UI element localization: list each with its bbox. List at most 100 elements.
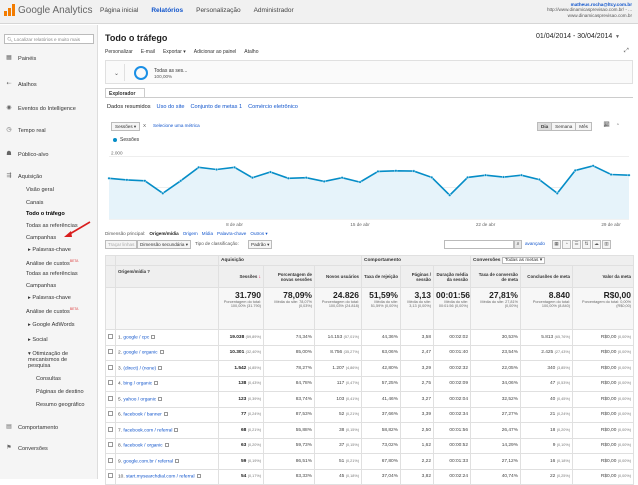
nav-home[interactable]: Página inicial [100, 7, 139, 14]
secondary-dimension-select[interactable]: Dimensão secundária ▾ [137, 240, 192, 249]
external-link-icon[interactable] [158, 365, 163, 370]
dimension-header[interactable]: Origem/mídia ? [115, 265, 219, 288]
performance-icon[interactable]: ☰ [572, 240, 581, 249]
email-button[interactable]: E-mail [140, 49, 155, 55]
sidebar-sub-all-referrals-2[interactable]: Todas as referências [26, 271, 78, 277]
chart-point[interactable] [322, 179, 326, 183]
row-source-cell[interactable]: 1. google / cpc [115, 329, 219, 346]
sidebar-sub-all-referrals[interactable]: Todas as referências [26, 223, 78, 229]
chart-point[interactable] [501, 175, 505, 179]
row-source-cell[interactable]: 10. start.mysearchdial.com / referral [115, 468, 219, 485]
external-link-icon[interactable] [159, 350, 164, 355]
sidebar-sub-campaigns[interactable]: Campanhas [26, 235, 57, 241]
sidebar-sub-adwords[interactable]: ▸ Google AdWords [28, 322, 75, 328]
report-search-input[interactable]: 🔍︎ Localizar relatórios e muito mais [4, 34, 94, 44]
sidebar-sub-keywords[interactable]: ▸ Palavras-chave [28, 247, 71, 253]
sidebar-sub-all-traffic[interactable]: Todo o tráfego [26, 211, 65, 217]
row-source-cell[interactable]: 3. (direct) / (none) [115, 360, 219, 377]
nav-reports[interactable]: Relatórios [151, 7, 184, 14]
row-source-link[interactable]: google / cpc [123, 334, 150, 340]
row-checkbox[interactable] [108, 426, 113, 432]
nav-admin[interactable]: Administrador [253, 7, 294, 14]
sidebar-sub-channels[interactable]: Canais [26, 200, 44, 206]
chart-point[interactable] [376, 169, 380, 173]
advanced-filter-link[interactable]: avançado [525, 241, 545, 246]
chart-point[interactable] [627, 173, 631, 177]
row-source-link[interactable]: bing / organic [123, 381, 153, 387]
row-checkbox-cell[interactable] [105, 437, 116, 454]
external-link-icon[interactable] [151, 334, 156, 339]
row-checkbox[interactable] [108, 380, 113, 386]
pie-chart-icon[interactable]: ◔ [562, 240, 571, 249]
chart-point[interactable] [340, 176, 344, 180]
col-goal-value[interactable]: Valor da meta [572, 265, 634, 288]
add-to-dashboard-button[interactable]: Adicionar ao painel [193, 49, 237, 55]
dimension-source-medium[interactable]: Origem/mídia [149, 231, 179, 236]
chart-point[interactable] [161, 191, 165, 195]
date-range-picker[interactable]: 01/04/2014 - 30/04/2014 [536, 33, 613, 40]
sidebar-sub-social[interactable]: ▸ Social [28, 337, 48, 343]
chevron-down-icon[interactable]: ▼ [615, 34, 620, 40]
chart-point[interactable] [394, 169, 398, 173]
row-checkbox[interactable] [108, 457, 113, 463]
row-checkbox-cell[interactable] [105, 360, 116, 377]
col-bounce-rate[interactable]: Taxa de rejeição [361, 265, 401, 288]
add-metric-link[interactable]: Selecione uma métrica [153, 123, 200, 128]
row-checkbox-cell[interactable] [105, 391, 116, 408]
chart-point[interactable] [125, 178, 129, 182]
row-source-link[interactable]: yahoo / organic [123, 396, 157, 402]
col-goal-conv-rate[interactable]: Taxa de conversão de meta [470, 265, 521, 288]
sidebar-item-conversions[interactable]: ⚑ Conversões [5, 445, 48, 452]
sidebar-item-dashboards[interactable]: ▦ Painéis [5, 55, 36, 62]
segment-name[interactable]: Todas as ses... [154, 68, 188, 74]
chart-point[interactable] [609, 173, 613, 177]
chart-point[interactable] [573, 168, 577, 172]
external-link-icon[interactable] [174, 427, 179, 432]
account-info[interactable]: matheus.rocha@ltcy.com.br http://www.din… [547, 2, 632, 18]
chart-point[interactable] [358, 180, 362, 184]
row-checkbox-cell[interactable] [105, 422, 116, 439]
chart-point[interactable] [591, 164, 595, 168]
row-source-link[interactable]: facebook / banner [123, 412, 162, 418]
chart-point[interactable] [484, 173, 488, 177]
sidebar-item-intelligence[interactable]: ◉ Eventos do Intelligence [5, 105, 75, 112]
chart-point[interactable] [250, 176, 254, 180]
row-source-cell[interactable]: 5. yahoo / organic [115, 391, 219, 408]
pivot-icon[interactable]: ▥ [602, 240, 611, 249]
row-checkbox[interactable] [108, 442, 113, 448]
chart-point[interactable] [412, 169, 416, 173]
chart-point[interactable] [268, 170, 272, 174]
table-search-input[interactable] [444, 240, 514, 249]
row-checkbox-cell[interactable] [105, 468, 116, 485]
plot-rows-button[interactable]: Traçar linhas [105, 240, 138, 249]
col-goal-completions[interactable]: Conclusões de meta [520, 265, 573, 288]
row-checkbox-cell[interactable] [105, 329, 116, 346]
row-checkbox[interactable] [108, 364, 113, 370]
row-source-cell[interactable]: 9. google.com.br / referral [115, 453, 219, 470]
collapse-icon[interactable]: ⤢ [624, 48, 629, 54]
motion-chart-icon[interactable]: ◔ [615, 122, 620, 128]
chart-point[interactable] [537, 178, 541, 182]
row-source-link[interactable]: start.mysearchdial.com / referral [126, 474, 195, 480]
row-source-link[interactable]: facebook.com / referral [123, 427, 173, 433]
col-avg-duration[interactable]: Duração média da sessão [433, 265, 471, 288]
subtab-goal-set-1[interactable]: Conjunto de metas 1 [190, 104, 243, 110]
external-link-icon[interactable] [154, 381, 159, 386]
external-link-icon[interactable] [174, 458, 179, 463]
row-source-link[interactable]: (direct) / (none) [123, 365, 157, 371]
sidebar-sub-landing-pages[interactable]: Páginas de destino [36, 389, 84, 395]
subtab-summary[interactable]: Dados resumidos [107, 104, 151, 110]
col-sessions[interactable]: Sessões ↓ [218, 265, 264, 288]
sidebar-sub-cost-analysis-2[interactable]: Análise de custosBETA [26, 307, 78, 315]
search-icon[interactable]: ⌕ [514, 240, 522, 249]
export-button[interactable]: Exportar ▾ [162, 49, 186, 55]
row-checkbox[interactable] [108, 411, 113, 417]
goals-select[interactable]: Todas as metas ▾ [501, 257, 546, 264]
row-checkbox[interactable] [108, 473, 113, 479]
dimension-other[interactable]: Outros ▾ [250, 231, 268, 236]
shortcut-button[interactable]: Atalho [244, 49, 259, 55]
row-source-cell[interactable]: 2. google / organic [115, 344, 219, 361]
data-table-icon[interactable]: ▦ [552, 240, 561, 249]
chart-point[interactable] [233, 165, 237, 169]
comparison-icon[interactable]: ⇅ [582, 240, 591, 249]
